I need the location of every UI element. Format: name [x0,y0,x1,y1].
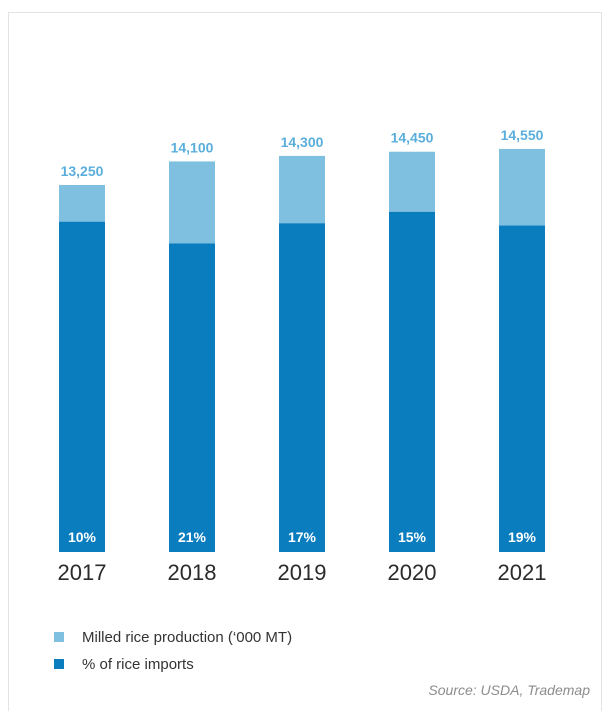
total-label-2018: 14,100 [171,139,214,155]
pct-label-2020: 15% [398,529,427,545]
legend-item-imports: % of rice imports [52,653,292,675]
x-tick-label-2018: 2018 [168,560,217,585]
bar-segment-production-2019 [279,155,325,224]
bar-segment-imports-2021 [499,225,545,552]
bar-chart: 13,250 10% 2017 14,100 21% 2018 14,300 17% 2019 1… [58,127,547,585]
pct-label-2017: 10% [68,529,97,545]
x-tick-label-2017: 2017 [58,560,107,585]
legend-item-production: Milled rice production (‘000 MT) [52,626,292,648]
total-label-2020: 14,450 [391,130,434,146]
legend-label-imports: % of rice imports [82,655,194,673]
bars-group: 13,250 10% 2017 14,100 21% 2018 14,300 17% 2019 1… [58,127,547,585]
bar-segment-imports-2020 [389,211,435,552]
legend-swatch-production [54,632,64,642]
bar-segment-production-2020 [389,151,435,212]
source-note: Source: USDA, Trademap [428,682,590,698]
chart-frame [8,12,602,711]
total-label-2017: 13,250 [61,163,104,179]
bar-segment-imports-2017 [59,221,105,553]
x-tick-label-2021: 2021 [498,560,547,585]
x-tick-label-2020: 2020 [388,560,437,585]
legend-swatch-imports [54,659,64,669]
bar-segment-imports-2019 [279,223,325,552]
pct-label-2018: 21% [178,529,207,545]
bar-segment-imports-2018 [169,243,215,552]
total-label-2021: 14,550 [501,127,544,143]
bar-segment-production-2021 [499,148,545,226]
pct-label-2019: 17% [288,529,317,545]
pct-label-2021: 19% [508,529,537,545]
bar-segment-production-2018 [169,161,215,244]
x-tick-label-2019: 2019 [278,560,327,585]
total-label-2019: 14,300 [281,134,324,150]
bar-segment-production-2017 [59,184,105,222]
legend: Milled rice production (‘000 MT) % of ri… [52,626,292,680]
legend-label-production: Milled rice production (‘000 MT) [82,628,293,646]
